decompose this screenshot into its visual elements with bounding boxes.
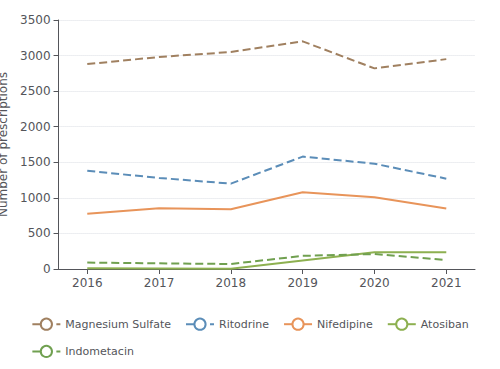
svg-text:2021: 2021 <box>431 276 462 290</box>
svg-text:2016: 2016 <box>72 276 103 290</box>
svg-text:Indometacin: Indometacin <box>65 345 134 358</box>
svg-text:2500: 2500 <box>20 84 51 98</box>
svg-text:3500: 3500 <box>20 13 51 27</box>
svg-text:2017: 2017 <box>144 276 175 290</box>
svg-text:2000: 2000 <box>20 120 51 134</box>
svg-text:Ritodrine: Ritodrine <box>219 318 269 331</box>
svg-text:0: 0 <box>43 262 51 276</box>
svg-text:3000: 3000 <box>20 49 51 63</box>
svg-text:1500: 1500 <box>20 155 51 169</box>
svg-text:Number of prescriptions: Number of prescriptions <box>0 72 10 217</box>
svg-text:1000: 1000 <box>20 191 51 205</box>
svg-text:2020: 2020 <box>359 276 390 290</box>
svg-text:2018: 2018 <box>216 276 247 290</box>
svg-text:Nifedipine: Nifedipine <box>317 318 373 331</box>
svg-text:Atosiban: Atosiban <box>421 318 469 331</box>
svg-text:Magnesium Sulfate: Magnesium Sulfate <box>65 318 171 331</box>
svg-text:500: 500 <box>28 226 51 240</box>
svg-text:2019: 2019 <box>287 276 318 290</box>
